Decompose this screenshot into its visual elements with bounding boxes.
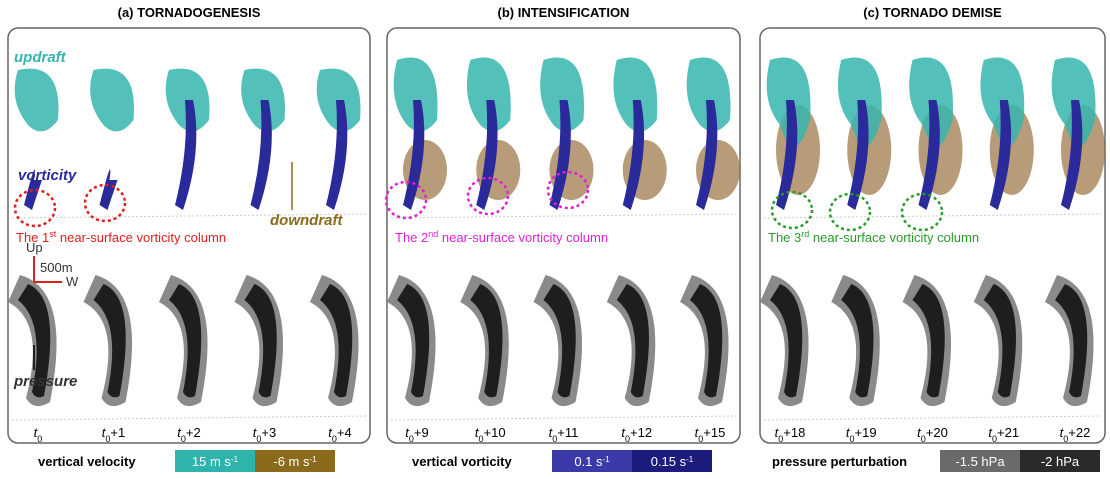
column-caption: The 3rd near-surface vorticity column bbox=[768, 229, 979, 245]
caption-sup: nd bbox=[428, 229, 438, 239]
legend-label: pressure perturbation bbox=[772, 454, 907, 469]
panel-title: (b) INTENSIFICATION bbox=[498, 5, 630, 20]
panel-title: (c) TORNADO DEMISE bbox=[863, 5, 1002, 20]
time-suffix: +15 bbox=[703, 425, 725, 440]
time-label: t0+3 bbox=[253, 425, 276, 444]
time-label: t0+4 bbox=[328, 425, 351, 444]
floor-grid bbox=[764, 416, 1101, 420]
caption-text: The 2 bbox=[395, 230, 428, 245]
time-suffix: +21 bbox=[997, 425, 1019, 440]
time-suffix: +19 bbox=[855, 425, 877, 440]
time-label: t0+12 bbox=[621, 425, 652, 444]
pressure-label: pressure bbox=[13, 373, 77, 390]
highlight-circle bbox=[772, 192, 812, 228]
time-suffix: +1 bbox=[110, 425, 125, 440]
legend-item-text: -1.5 hPa bbox=[955, 454, 1005, 469]
time-label: t0+20 bbox=[917, 425, 948, 444]
legend-item-sup: -1 bbox=[603, 455, 611, 464]
caption-sup: rd bbox=[801, 229, 809, 239]
time-suffix: +2 bbox=[186, 425, 201, 440]
axis-up: Up bbox=[26, 240, 43, 255]
panel-title: (a) TORNADOGENESIS bbox=[118, 5, 261, 20]
downdraft-label: downdraft bbox=[270, 212, 343, 229]
updraft-isosurface bbox=[15, 69, 59, 132]
caption-text: near-surface vorticity column bbox=[809, 230, 979, 245]
figure: (a) TORNADOGENESIS t0 t0+1 t0+2 t0+3 t0+4 The … bbox=[0, 0, 1110, 474]
floor-grid bbox=[391, 416, 736, 420]
legend-item-text: 0.15 s bbox=[651, 454, 687, 469]
time-suffix: +3 bbox=[261, 425, 276, 440]
time-suffix: +10 bbox=[484, 425, 506, 440]
column-caption: The 2nd near-surface vorticity column bbox=[395, 229, 608, 245]
column-caption: The 1st near-surface vorticity column bbox=[16, 229, 226, 245]
time-label: t0+2 bbox=[177, 425, 200, 444]
time-label: t0+9 bbox=[405, 425, 428, 444]
time-suffix: +9 bbox=[414, 425, 429, 440]
time-sub: 0 bbox=[37, 434, 42, 444]
time-label: t0+15 bbox=[695, 425, 726, 444]
time-label: t0+19 bbox=[846, 425, 877, 444]
axis-west: W bbox=[66, 274, 79, 289]
legend-item-sup: -1 bbox=[686, 455, 694, 464]
time-label: t0+10 bbox=[475, 425, 506, 444]
legend-item-text: 0.1 s bbox=[574, 454, 603, 469]
updraft-isosurface bbox=[90, 69, 134, 132]
time-suffix: +22 bbox=[1068, 425, 1090, 440]
time-label: t0+21 bbox=[988, 425, 1019, 444]
floor-grid bbox=[764, 214, 1101, 218]
time-suffix: +20 bbox=[926, 425, 948, 440]
time-suffix: +18 bbox=[783, 425, 805, 440]
updraft-label: updraft bbox=[14, 49, 67, 66]
caption-text: near-surface vorticity column bbox=[56, 230, 226, 245]
time-label: t0+18 bbox=[775, 425, 806, 444]
vorticity-label: vorticity bbox=[18, 167, 77, 184]
legend-label: vertical vorticity bbox=[412, 454, 512, 469]
floor-grid bbox=[391, 214, 736, 218]
legend-item-sup: -1 bbox=[231, 455, 239, 464]
time-label: t0+22 bbox=[1060, 425, 1091, 444]
time-suffix: +4 bbox=[337, 425, 352, 440]
legend-item-text: -6 m s bbox=[273, 454, 310, 469]
legend-item: -2 hPa bbox=[1041, 454, 1080, 469]
caption-text: The 3 bbox=[768, 230, 801, 245]
legend-item-sup: -1 bbox=[310, 455, 318, 464]
time-label: t0 bbox=[34, 425, 43, 444]
legend-item: -1.5 hPa bbox=[955, 454, 1005, 469]
floor-grid bbox=[12, 416, 366, 420]
axis-scale: 500m bbox=[40, 260, 73, 275]
time-suffix: +11 bbox=[557, 425, 578, 440]
time-label: t0+1 bbox=[102, 425, 125, 444]
legend-item-text: -2 hPa bbox=[1041, 454, 1080, 469]
time-label: t0+11 bbox=[549, 425, 579, 444]
legend-label: vertical velocity bbox=[38, 454, 136, 469]
legend-item-text: 15 m s bbox=[192, 454, 232, 469]
time-suffix: +12 bbox=[630, 425, 652, 440]
caption-text: near-surface vorticity column bbox=[438, 230, 608, 245]
